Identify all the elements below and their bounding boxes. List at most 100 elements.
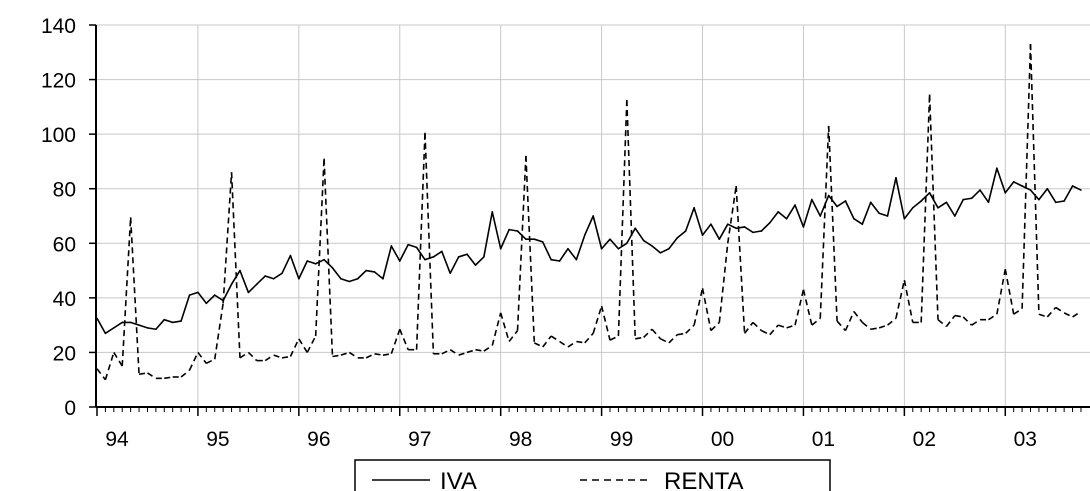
y-tick-label: 0	[64, 397, 76, 420]
series-segment	[340, 351, 350, 356]
series-segment	[424, 132, 435, 354]
series-segment	[213, 303, 224, 360]
series-lines	[96, 44, 1082, 381]
series-segment	[163, 318, 174, 324]
series-segment	[365, 353, 375, 359]
series-segment	[399, 328, 409, 351]
series-segment	[651, 245, 662, 254]
series-segment	[113, 321, 124, 329]
series-segment	[138, 372, 148, 376]
series-segment	[769, 324, 779, 336]
series-segment	[1012, 181, 1023, 187]
series-segment	[710, 321, 720, 332]
x-tick-label: 99	[610, 428, 633, 451]
series-segment	[575, 234, 586, 261]
series-segment	[542, 335, 552, 348]
series-segment	[1029, 44, 1040, 315]
series-segment	[937, 201, 948, 209]
x-tick-label: 02	[913, 428, 936, 451]
series-segment	[827, 125, 838, 322]
series-segment	[609, 238, 620, 250]
series-segment	[895, 279, 906, 319]
series-segment	[878, 324, 888, 329]
x-tick-label: 00	[711, 428, 734, 451]
series-segment	[794, 204, 805, 228]
series-segment	[668, 334, 678, 344]
x-axis-ticks: 94 95 96 97 98 99 00 01 02 03	[96, 407, 1082, 451]
legend-box	[354, 459, 831, 491]
series-segment	[1013, 308, 1023, 315]
series-segment	[718, 243, 729, 323]
series-segment	[180, 369, 191, 378]
y-tick-label: 100	[41, 124, 76, 147]
series-segment	[458, 351, 468, 356]
series-segment	[987, 167, 998, 204]
series-segment	[743, 321, 754, 334]
series-segment	[222, 172, 233, 304]
series-segment	[314, 158, 325, 337]
series-segment	[684, 207, 695, 232]
series-segment	[475, 348, 484, 352]
series-segment	[635, 336, 644, 340]
series-segment	[567, 247, 578, 261]
series-segment	[768, 211, 780, 224]
x-tick-label: 03	[1014, 428, 1037, 451]
series-segment	[340, 277, 351, 283]
series-segment	[609, 335, 619, 341]
series-segment	[373, 271, 384, 280]
series-segment	[643, 328, 653, 338]
series-segment	[449, 256, 460, 275]
series-segment	[348, 351, 359, 359]
series-segment	[886, 177, 897, 217]
series-segment	[96, 368, 107, 381]
series-segment	[920, 94, 931, 323]
series-segment	[685, 324, 695, 334]
series-segment	[382, 353, 392, 356]
series-segment	[457, 253, 468, 258]
y-tick-label: 20	[53, 342, 76, 365]
series-segment	[617, 242, 628, 250]
series-segment	[146, 327, 157, 331]
x-tick-label: 97	[408, 428, 431, 451]
series-segment	[407, 243, 418, 249]
series-segment	[853, 217, 864, 225]
series-segment	[188, 352, 199, 371]
series-segment	[726, 185, 737, 244]
series-segment	[449, 349, 460, 356]
x-tick-label: 96	[307, 428, 330, 451]
series-segment	[483, 211, 494, 258]
series-segment	[1004, 269, 1015, 315]
series-segment	[735, 185, 746, 334]
series-segment	[474, 256, 485, 266]
series-segment	[677, 332, 686, 336]
series-segment	[928, 94, 939, 320]
series-segment	[811, 198, 822, 217]
series-segment	[415, 246, 426, 261]
series-segment	[701, 223, 712, 236]
series-segment	[996, 167, 1007, 194]
series-segment	[247, 351, 258, 362]
series-segment	[516, 155, 527, 331]
series-segment	[441, 250, 452, 275]
series-segment	[559, 340, 569, 348]
series-segment	[104, 327, 115, 335]
series-segment	[870, 327, 880, 331]
series-segment	[255, 275, 267, 286]
series-segment	[895, 177, 906, 220]
series-segment	[811, 317, 821, 326]
series-segment	[651, 328, 662, 340]
series-segment	[861, 321, 872, 330]
series-segment	[1038, 187, 1049, 201]
series-segment	[954, 314, 964, 318]
series-segment	[390, 245, 401, 262]
series-segment	[567, 340, 577, 348]
series-segment	[954, 198, 965, 217]
series-segment	[752, 321, 762, 332]
series-segment	[205, 294, 216, 305]
series-segment	[272, 272, 283, 280]
series-segment	[836, 200, 847, 208]
series-segment	[887, 317, 897, 326]
series-segment	[777, 324, 787, 329]
series-segment	[1021, 44, 1032, 309]
